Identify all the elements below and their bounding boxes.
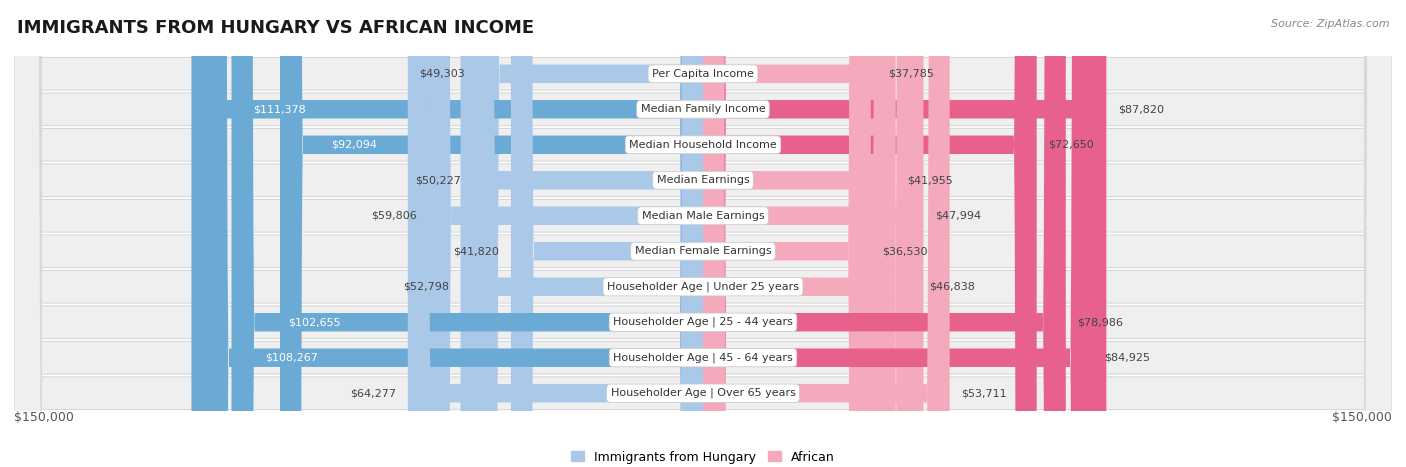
Text: IMMIGRANTS FROM HUNGARY VS AFRICAN INCOME: IMMIGRANTS FROM HUNGARY VS AFRICAN INCOM…	[17, 19, 534, 37]
Text: Householder Age | 45 - 64 years: Householder Age | 45 - 64 years	[613, 353, 793, 363]
Text: $150,000: $150,000	[1331, 411, 1392, 424]
FancyBboxPatch shape	[14, 0, 1392, 467]
Text: $150,000: $150,000	[14, 411, 75, 424]
Text: Median Family Income: Median Family Income	[641, 104, 765, 114]
FancyBboxPatch shape	[703, 0, 870, 467]
Text: Source: ZipAtlas.com: Source: ZipAtlas.com	[1271, 19, 1389, 28]
Text: $37,785: $37,785	[889, 69, 934, 79]
FancyBboxPatch shape	[14, 0, 1392, 467]
Text: Per Capita Income: Per Capita Income	[652, 69, 754, 79]
FancyBboxPatch shape	[14, 0, 1392, 467]
FancyBboxPatch shape	[703, 0, 1107, 467]
FancyBboxPatch shape	[703, 0, 1036, 467]
FancyBboxPatch shape	[703, 0, 949, 467]
Text: Median Earnings: Median Earnings	[657, 175, 749, 185]
Text: $41,820: $41,820	[454, 246, 499, 256]
FancyBboxPatch shape	[703, 0, 924, 467]
Text: $36,530: $36,530	[882, 246, 928, 256]
Text: $59,806: $59,806	[371, 211, 416, 221]
Text: Median Male Earnings: Median Male Earnings	[641, 211, 765, 221]
Text: $64,277: $64,277	[350, 388, 396, 398]
FancyBboxPatch shape	[232, 0, 703, 467]
Text: Householder Age | Under 25 years: Householder Age | Under 25 years	[607, 282, 799, 292]
FancyBboxPatch shape	[14, 0, 1392, 467]
FancyBboxPatch shape	[14, 0, 1392, 467]
Text: $52,798: $52,798	[404, 282, 449, 292]
FancyBboxPatch shape	[461, 0, 703, 467]
FancyBboxPatch shape	[191, 0, 703, 467]
Legend: Immigrants from Hungary, African: Immigrants from Hungary, African	[567, 446, 839, 467]
FancyBboxPatch shape	[408, 0, 703, 467]
FancyBboxPatch shape	[703, 0, 876, 467]
Text: Median Household Income: Median Household Income	[628, 140, 778, 150]
Text: $78,986: $78,986	[1077, 317, 1123, 327]
Text: $92,094: $92,094	[330, 140, 377, 150]
Text: $46,838: $46,838	[929, 282, 976, 292]
Text: $111,378: $111,378	[253, 104, 305, 114]
Text: $108,267: $108,267	[266, 353, 318, 363]
FancyBboxPatch shape	[280, 0, 703, 467]
FancyBboxPatch shape	[703, 0, 1092, 467]
FancyBboxPatch shape	[477, 0, 703, 467]
FancyBboxPatch shape	[429, 0, 703, 467]
Text: Median Female Earnings: Median Female Earnings	[634, 246, 772, 256]
Text: $41,955: $41,955	[907, 175, 953, 185]
Text: $102,655: $102,655	[288, 317, 340, 327]
Text: $72,650: $72,650	[1047, 140, 1094, 150]
Text: $53,711: $53,711	[962, 388, 1007, 398]
Text: $50,227: $50,227	[415, 175, 461, 185]
FancyBboxPatch shape	[14, 0, 1392, 467]
Text: $49,303: $49,303	[419, 69, 465, 79]
FancyBboxPatch shape	[703, 0, 896, 467]
FancyBboxPatch shape	[205, 0, 703, 467]
Text: Householder Age | Over 65 years: Householder Age | Over 65 years	[610, 388, 796, 398]
Text: $47,994: $47,994	[935, 211, 981, 221]
FancyBboxPatch shape	[510, 0, 703, 467]
FancyBboxPatch shape	[14, 0, 1392, 467]
Text: Householder Age | 25 - 44 years: Householder Age | 25 - 44 years	[613, 317, 793, 327]
FancyBboxPatch shape	[703, 0, 1066, 467]
FancyBboxPatch shape	[14, 0, 1392, 467]
FancyBboxPatch shape	[703, 0, 918, 467]
FancyBboxPatch shape	[14, 0, 1392, 467]
FancyBboxPatch shape	[14, 0, 1392, 467]
Text: $87,820: $87,820	[1118, 104, 1164, 114]
Text: $84,925: $84,925	[1105, 353, 1150, 363]
FancyBboxPatch shape	[472, 0, 703, 467]
